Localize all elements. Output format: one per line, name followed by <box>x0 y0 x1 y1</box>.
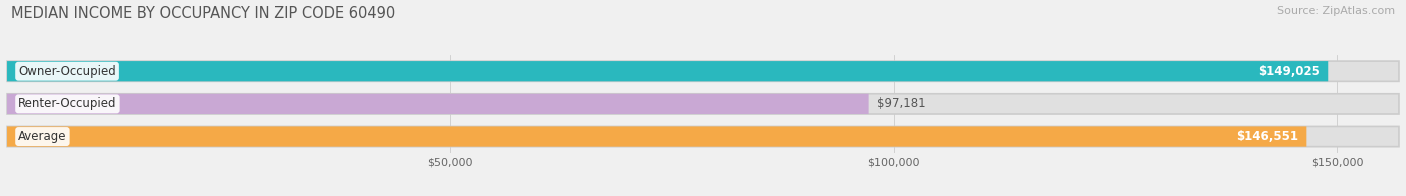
Text: MEDIAN INCOME BY OCCUPANCY IN ZIP CODE 60490: MEDIAN INCOME BY OCCUPANCY IN ZIP CODE 6… <box>11 6 395 21</box>
FancyBboxPatch shape <box>7 94 1399 114</box>
FancyBboxPatch shape <box>7 126 1399 147</box>
FancyBboxPatch shape <box>7 94 869 114</box>
Text: Owner-Occupied: Owner-Occupied <box>18 65 115 78</box>
FancyBboxPatch shape <box>7 61 1399 81</box>
Text: Average: Average <box>18 130 66 143</box>
Text: Renter-Occupied: Renter-Occupied <box>18 97 117 110</box>
FancyBboxPatch shape <box>7 126 1306 147</box>
Text: $146,551: $146,551 <box>1236 130 1298 143</box>
Text: $97,181: $97,181 <box>877 97 925 110</box>
Text: $149,025: $149,025 <box>1258 65 1320 78</box>
FancyBboxPatch shape <box>7 61 1329 81</box>
Text: Source: ZipAtlas.com: Source: ZipAtlas.com <box>1277 6 1395 16</box>
